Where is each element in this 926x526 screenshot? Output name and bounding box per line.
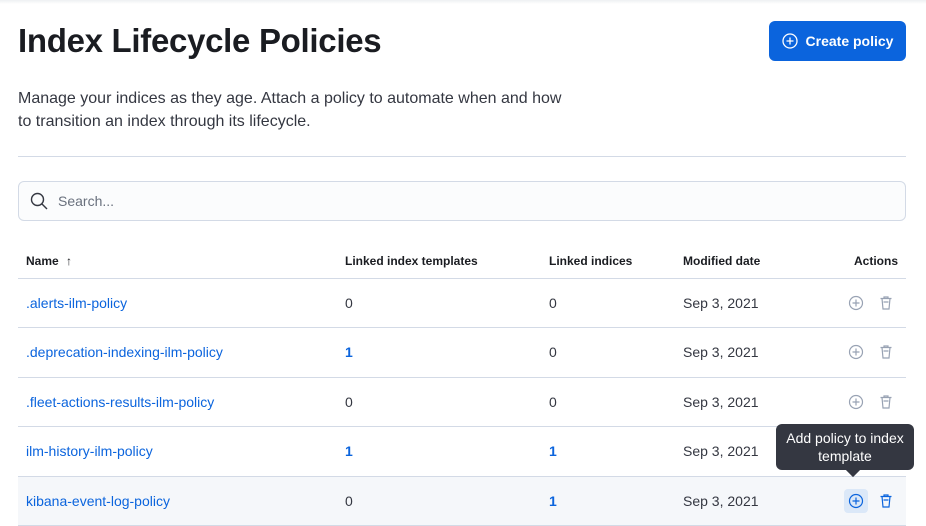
divider [18, 156, 906, 157]
delete-policy-button[interactable] [874, 291, 898, 315]
policy-name-link[interactable]: kibana-event-log-policy [26, 492, 170, 509]
create-policy-label: Create policy [805, 33, 894, 49]
column-label: Name [26, 254, 59, 269]
trash-icon [878, 394, 894, 410]
top-shadow [0, 0, 926, 4]
delete-policy-button[interactable] [874, 340, 898, 364]
linked-indices-count[interactable]: 1 [549, 492, 557, 509]
linked-templates-count[interactable]: 1 [345, 344, 353, 361]
column-header-modified[interactable]: Modified date [675, 245, 815, 279]
page-description: Manage your indices as they age. Attach … [18, 90, 562, 130]
delete-policy-button[interactable] [874, 390, 898, 414]
table-row: kibana-event-log-policy 0 1 Sep 3, 2021 [18, 476, 906, 526]
column-header-indices[interactable]: Linked indices [541, 245, 675, 279]
page-title: Index Lifecycle Policies [18, 22, 382, 59]
trash-icon [878, 493, 894, 509]
search-icon [30, 192, 48, 210]
modified-date: Sep 3, 2021 [675, 377, 815, 427]
delete-policy-button[interactable] [874, 489, 898, 513]
linked-templates-count: 0 [345, 393, 353, 410]
create-policy-button[interactable]: Create policy [769, 21, 906, 61]
plus-circle-icon [848, 493, 864, 509]
plus-circle-icon [848, 344, 864, 360]
add-policy-to-template-button[interactable] [844, 340, 868, 364]
table-row: .alerts-ilm-policy 0 0 Sep 3, 2021 [18, 278, 906, 328]
plus-circle-icon [781, 33, 798, 49]
trash-icon [878, 295, 894, 311]
policy-name-link[interactable]: .deprecation-indexing-ilm-policy [26, 344, 223, 361]
linked-templates-count[interactable]: 1 [345, 443, 353, 460]
table-row: .fleet-actions-results-ilm-policy 0 0 Se… [18, 377, 906, 427]
linked-indices-count: 0 [549, 294, 557, 311]
add-policy-to-template-button[interactable] [844, 291, 868, 315]
linked-templates-count: 0 [345, 492, 353, 509]
policy-name-link[interactable]: .fleet-actions-results-ilm-policy [26, 393, 215, 410]
table-row: .deprecation-indexing-ilm-policy 1 0 Sep… [18, 327, 906, 378]
search-box[interactable] [18, 181, 906, 221]
tooltip: Add policy to index template [776, 424, 914, 470]
column-header-name[interactable]: Name ↑ [18, 245, 337, 279]
linked-indices-count: 0 [549, 393, 557, 410]
trash-icon [878, 344, 894, 360]
policies-table: Name ↑ Linked index templates Linked ind… [18, 245, 906, 526]
policy-name-link[interactable]: ilm-history-ilm-policy [26, 443, 153, 460]
column-header-actions: Actions [815, 245, 906, 279]
sort-ascending-icon: ↑ [66, 254, 73, 269]
column-header-templates[interactable]: Linked index templates [337, 245, 541, 279]
table-header-row: Name ↑ Linked index templates Linked ind… [18, 245, 906, 279]
search-input[interactable] [58, 193, 858, 209]
linked-templates-count: 0 [345, 294, 353, 311]
add-policy-to-template-button[interactable] [844, 488, 868, 513]
table-row: ilm-history-ilm-policy 1 1 Sep 3, 2021 [18, 426, 906, 477]
policy-name-link[interactable]: .alerts-ilm-policy [26, 294, 128, 311]
add-policy-to-template-button[interactable] [844, 390, 868, 414]
linked-indices-count[interactable]: 1 [549, 443, 557, 460]
modified-date: Sep 3, 2021 [675, 278, 815, 328]
linked-indices-count: 0 [549, 344, 557, 361]
plus-circle-icon [848, 394, 864, 410]
modified-date: Sep 3, 2021 [675, 327, 815, 378]
plus-circle-icon [848, 295, 864, 311]
modified-date: Sep 3, 2021 [675, 476, 815, 526]
